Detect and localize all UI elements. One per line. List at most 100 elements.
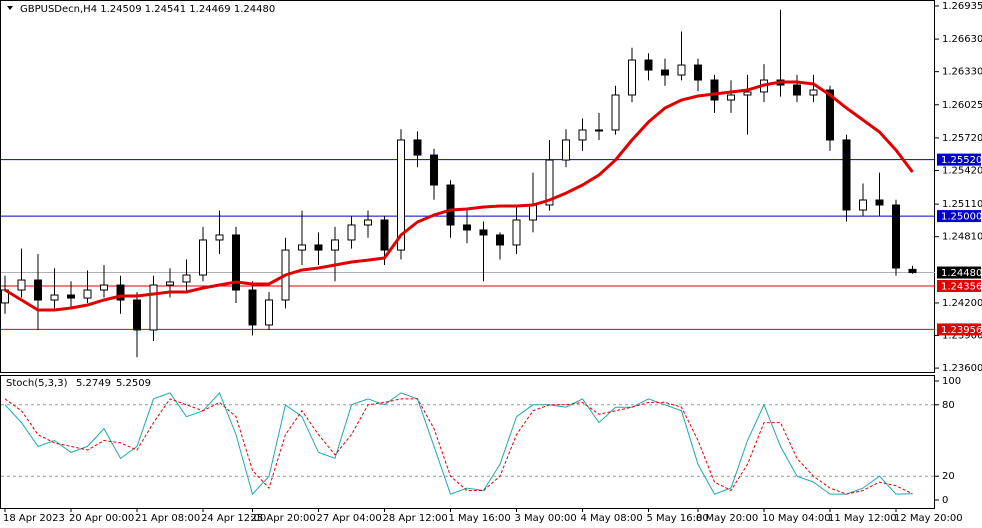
y-tick-label: 1.25110 (942, 199, 982, 210)
candle-body (215, 234, 224, 241)
candle-body (182, 274, 191, 283)
stoch-tick-label: 100 (942, 376, 961, 387)
x-tick-label: 24 Apr 12:00 (201, 513, 266, 524)
candle-body (809, 89, 818, 96)
x-tick-label: 21 Apr 08:00 (135, 513, 200, 524)
ma-line (4, 80, 914, 312)
x-tick-label: 3 May 00:00 (515, 513, 577, 524)
x-tick-label: 11 May 12:00 (828, 513, 897, 524)
x-tick-label: 10 May 04:00 (762, 513, 831, 524)
level-box (937, 210, 981, 223)
level-box (937, 323, 981, 336)
level-box (937, 153, 981, 166)
stoch-signal-value: 5.2509 (116, 378, 151, 389)
candle-body (529, 204, 537, 221)
candle-body (149, 284, 158, 331)
level-box (937, 280, 981, 293)
y-tick-label: 1.24810 (942, 232, 982, 243)
candle-body (265, 299, 273, 326)
level-label: 1.25000 (941, 212, 982, 223)
candle-body (331, 239, 339, 251)
candle-body (364, 219, 372, 226)
candle-body (892, 204, 900, 269)
y-tick-label: 1.26935 (942, 1, 982, 12)
candle-body (578, 129, 587, 141)
current-price-label: 1.24480 (941, 268, 982, 279)
chart-title: GBPUSDecn,H4 1.24509 1.24541 1.24469 1.2… (20, 4, 275, 15)
stoch-signal (4, 398, 913, 495)
candle-body (50, 294, 59, 301)
stoch-tick-label: 0 (942, 495, 948, 506)
level-label: 1.23956 (941, 325, 982, 336)
candle-body (859, 199, 867, 211)
candle-body (793, 84, 801, 96)
candle-body (611, 94, 620, 131)
x-tick-label: 28 Apr 12:00 (383, 513, 448, 524)
stoch-main (4, 391, 913, 496)
candle-body (479, 229, 488, 236)
candle-body (446, 184, 455, 226)
candle-body (628, 59, 636, 96)
level-label: 1.25520 (941, 155, 982, 166)
stoch-tick-label: 20 (942, 471, 955, 482)
candle-body (232, 234, 240, 291)
candle-body (17, 279, 26, 291)
candle-body (430, 154, 438, 186)
candle-body (34, 279, 42, 301)
stoch-main-value: 5.2749 (76, 378, 111, 389)
candle-body (199, 239, 207, 276)
stoch-tick-label: 80 (942, 400, 955, 411)
candle-body (595, 129, 603, 132)
candle-body (644, 59, 653, 71)
candle-body (727, 94, 735, 101)
stoch-title: Stoch(5,3,3) (6, 378, 68, 389)
candle-body (314, 244, 323, 251)
current-price-box (937, 266, 981, 279)
x-tick-label: 25 Apr 20:00 (251, 513, 316, 524)
level-label: 1.24356 (941, 282, 982, 293)
x-tick-label: 5 May 16:00 (647, 513, 709, 524)
candle-body (694, 64, 702, 81)
candle-body (116, 284, 125, 301)
candle-body (248, 289, 257, 326)
candle-body (298, 244, 306, 251)
y-tick-label: 1.23900 (942, 331, 982, 342)
x-tick-label: 4 May 08:00 (581, 513, 643, 524)
y-tick-label: 1.23600 (942, 363, 982, 374)
y-tick-label: 1.26025 (942, 100, 982, 111)
candle-body (677, 64, 686, 76)
y-tick-label: 1.24200 (942, 298, 982, 309)
candle-body (875, 199, 884, 206)
y-tick-label: 1.26630 (942, 34, 982, 45)
candle-body (826, 89, 834, 141)
y-tick-label: 1.26330 (942, 67, 982, 78)
candle-body (512, 219, 521, 246)
candle-body (908, 268, 917, 274)
x-tick-label: 1 May 16:00 (449, 513, 511, 524)
candle-body (413, 139, 422, 156)
y-tick-label: 1.25420 (942, 165, 982, 176)
x-tick-label: 18 Apr 2023 (3, 513, 65, 524)
x-tick-label: 12 May 20:00 (894, 513, 963, 524)
candle-body (496, 234, 504, 246)
candle-body (347, 224, 356, 241)
candle-body (83, 289, 92, 299)
candle-body (166, 281, 174, 286)
candle-body (67, 294, 75, 299)
title-arrow (7, 6, 13, 10)
x-tick-label: 27 Apr 04:00 (317, 513, 382, 524)
candle-body (661, 69, 669, 76)
candle-body (842, 139, 851, 211)
candle-body (743, 91, 752, 96)
candle-body (380, 219, 389, 251)
candle-body (562, 139, 570, 161)
candle-body (710, 79, 719, 101)
x-tick-label: 8 May 20:00 (696, 513, 758, 524)
candle-body (463, 224, 471, 231)
candle-body (100, 284, 108, 291)
x-tick-label: 20 Apr 00:00 (69, 513, 134, 524)
candle-body (545, 159, 554, 206)
y-tick-label: 1.25720 (942, 133, 982, 144)
candle-body (133, 299, 141, 331)
